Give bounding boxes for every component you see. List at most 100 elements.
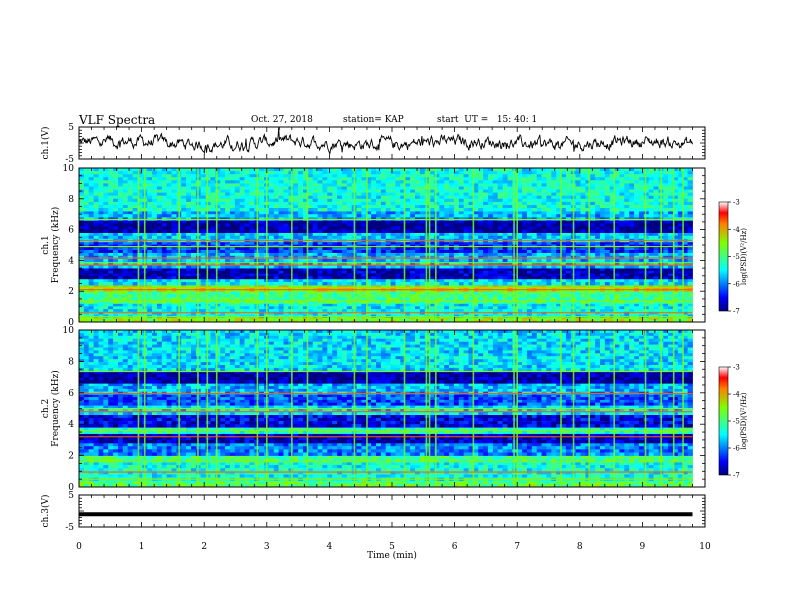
spectrogram-cell [536, 268, 542, 272]
spectrogram-cell [259, 300, 265, 304]
spectrogram-cell [385, 303, 391, 307]
spectrogram-cell [278, 268, 284, 272]
spectrogram-cell [298, 223, 304, 227]
spectrogram-cell [668, 247, 674, 251]
spectrogram-cell [434, 285, 440, 289]
spectrogram-cell [332, 247, 338, 251]
spectrogram-cell [186, 223, 192, 227]
spectrogram-cell [502, 265, 508, 269]
spectrogram-cell [575, 294, 581, 298]
spectrogram-cell [283, 211, 289, 215]
spectrogram-cell [604, 282, 611, 286]
spectrogram-cell [483, 211, 489, 215]
spectrogram-cell [502, 276, 508, 280]
spectrogram-cell [147, 311, 153, 315]
spectrogram-cell [152, 261, 158, 266]
spectrogram-cell [595, 226, 601, 230]
spectrogram-cell [113, 270, 119, 274]
spectrogram-cell [361, 276, 367, 280]
spectrogram-cell [531, 258, 538, 263]
spectrogram-cell [147, 214, 153, 218]
spectrogram-cell [210, 285, 216, 289]
spectrogram-cell [361, 252, 367, 257]
spectrogram-cell [624, 265, 630, 269]
spectrogram-cell [668, 168, 674, 172]
spectrogram-cell [191, 220, 197, 224]
spectrogram-cell [312, 217, 318, 221]
spectrogram-cell [526, 285, 533, 289]
spectrogram-cell [186, 311, 192, 315]
spectrogram-cell [376, 306, 382, 310]
spectrogram-cell [259, 270, 265, 274]
spectrogram-cell [298, 294, 304, 298]
spectrogram-cell [488, 235, 494, 240]
spectrogram-cell [186, 226, 192, 230]
spectrogram-cell [444, 211, 450, 215]
spectrogram-cell [210, 297, 216, 301]
spectrogram-cell [322, 317, 328, 320]
spectrogram-cell [147, 294, 153, 298]
spectrogram-cell [385, 255, 391, 260]
spectrogram-cell [113, 247, 119, 251]
spectrogram-cell [585, 300, 591, 304]
spectrogram-cell [643, 258, 650, 263]
spectrogram-cell [161, 278, 168, 283]
spectrogram-cell [590, 309, 596, 313]
spectrogram-cell [244, 261, 250, 266]
spectrogram-cell [478, 317, 484, 320]
spectrogram-cell [380, 232, 387, 237]
spectrogram-cell [429, 261, 435, 266]
spectrogram-cell [668, 311, 674, 315]
spectrogram-cell [161, 223, 168, 227]
spectrogram-cell [434, 278, 440, 283]
spectrogram-cell [361, 226, 367, 230]
spectrogram-cell [444, 317, 450, 320]
spectrogram-cell [410, 229, 416, 233]
spectrogram-cell [98, 282, 104, 286]
spectrogram-cell [166, 297, 172, 301]
spectrogram-cell [371, 319, 377, 323]
spectrogram-cell [113, 306, 119, 310]
spectrogram-cell [424, 255, 430, 260]
spectrogram-cell [127, 226, 133, 230]
spectrogram-cell [507, 252, 513, 257]
spectrogram-cell [634, 220, 640, 224]
spectrogram-cell [346, 261, 353, 266]
spectrogram-cell [405, 300, 411, 304]
spectrogram-cell [156, 309, 163, 313]
spectrogram-cell [531, 276, 538, 280]
spectrogram-cell [88, 297, 94, 301]
spectrogram-cell [166, 226, 172, 230]
spectrogram-cell [229, 171, 236, 175]
spectrogram-cell [147, 223, 153, 227]
spectrogram-cell [268, 171, 275, 175]
spectrogram-cell [522, 311, 528, 315]
spectrogram-cell [186, 282, 192, 286]
spectrogram-cell [604, 294, 611, 298]
spectrogram-cell [463, 255, 469, 260]
spectrogram-cell [410, 270, 416, 274]
spectrogram-cell [356, 309, 362, 313]
spectrogram-cell [424, 217, 430, 221]
spectrogram-cell [687, 291, 693, 295]
spectrogram-cell [234, 220, 241, 224]
spectrogram-cell [419, 235, 426, 240]
spectrogram-cell [536, 214, 542, 218]
spectrogram-cell [283, 276, 289, 280]
spectrogram-cell [604, 168, 611, 172]
spectrogram-cell [400, 282, 406, 286]
spectrogram-cell [429, 211, 435, 215]
spectrogram-cell [429, 247, 435, 251]
spectrogram-cell [463, 220, 469, 224]
spectrogram-cell [127, 297, 133, 301]
spectrogram-cell [346, 291, 353, 295]
spectrogram-cell [444, 278, 450, 283]
spectrogram-cell [215, 241, 221, 245]
spectrogram-cell [453, 247, 460, 251]
spectrogram-cell [322, 297, 328, 301]
spectrogram-cell [405, 273, 411, 277]
spectrogram-cell [449, 223, 455, 227]
spectrogram-cell [356, 317, 362, 320]
spectrogram-cell [551, 223, 557, 227]
spectrogram-cell [79, 171, 85, 175]
